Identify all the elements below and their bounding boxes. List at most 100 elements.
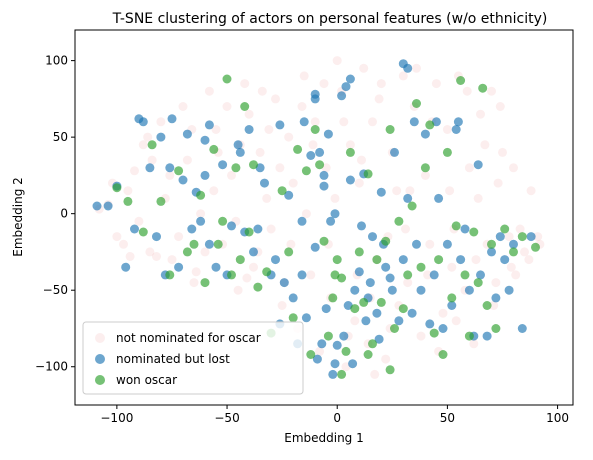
scatter-point bbox=[284, 132, 294, 142]
scatter-point bbox=[147, 140, 157, 150]
scatter-point bbox=[495, 102, 505, 111]
scatter-point bbox=[152, 252, 161, 261]
scatter-point bbox=[253, 224, 263, 234]
scatter-point bbox=[456, 255, 466, 265]
scatter-point bbox=[240, 79, 250, 89]
scatter-point bbox=[471, 255, 481, 265]
scatter-point bbox=[213, 239, 223, 249]
scatter-point bbox=[473, 193, 483, 203]
legend-marker bbox=[95, 354, 105, 364]
scatter-point bbox=[354, 178, 364, 188]
points-layer bbox=[92, 56, 545, 379]
scatter-point bbox=[423, 270, 433, 280]
scatter-point bbox=[447, 301, 457, 310]
scatter-point bbox=[372, 255, 382, 265]
scatter-point bbox=[438, 308, 448, 318]
scatter-point bbox=[182, 155, 192, 165]
scatter-point bbox=[500, 255, 510, 265]
scatter-point bbox=[319, 236, 329, 246]
scatter-point bbox=[310, 242, 320, 252]
scatter-point bbox=[464, 331, 474, 341]
scatter-point bbox=[350, 316, 360, 326]
scatter-point bbox=[211, 125, 221, 134]
scatter-point bbox=[385, 273, 395, 283]
legend-box bbox=[82, 321, 304, 395]
scatter-point bbox=[187, 224, 197, 234]
scatter-point bbox=[339, 117, 349, 127]
scatter-point bbox=[227, 270, 236, 280]
scatter-point bbox=[218, 216, 228, 226]
scatter-point bbox=[315, 147, 325, 157]
x-tick-label: 0 bbox=[333, 411, 341, 425]
scatter-point bbox=[511, 270, 521, 280]
scatter-point bbox=[191, 267, 201, 277]
scatter-point bbox=[359, 297, 369, 307]
scatter-point bbox=[174, 262, 184, 272]
scatter-point bbox=[310, 117, 320, 127]
scatter-point bbox=[517, 324, 527, 333]
scatter-point bbox=[407, 201, 417, 211]
scatter-point bbox=[493, 178, 503, 188]
scatter-point bbox=[469, 227, 479, 237]
scatter-point bbox=[354, 267, 364, 277]
scatter-point bbox=[434, 193, 444, 203]
scatter-point bbox=[524, 255, 534, 265]
scatter-point bbox=[319, 170, 329, 180]
scatter-point bbox=[301, 313, 311, 323]
scatter-point bbox=[398, 71, 408, 81]
scatter-point bbox=[498, 147, 507, 157]
scatter-point bbox=[315, 346, 325, 356]
scatter-point bbox=[277, 186, 287, 196]
scatter-point bbox=[204, 86, 214, 96]
scatter-point bbox=[489, 301, 499, 310]
scatter-point bbox=[235, 147, 245, 157]
legend-marker bbox=[95, 333, 105, 343]
scatter-point bbox=[284, 190, 294, 200]
scatter-point bbox=[244, 109, 254, 119]
scatter-point bbox=[462, 86, 472, 96]
x-tick-label: −100 bbox=[100, 411, 133, 425]
series-2-points bbox=[112, 74, 540, 379]
scatter-point bbox=[174, 232, 184, 242]
scatter-point bbox=[412, 99, 421, 108]
legend: not nominated for oscar nominated but los… bbox=[82, 321, 304, 395]
scatter-point bbox=[156, 117, 166, 127]
scatter-point bbox=[119, 239, 128, 249]
scatter-point bbox=[431, 79, 441, 89]
scatter-point bbox=[370, 369, 380, 379]
x-axis: −100 −50 0 50 100 bbox=[100, 405, 569, 425]
scatter-point bbox=[361, 316, 371, 326]
scatter-point bbox=[482, 331, 492, 341]
scatter-point bbox=[464, 285, 474, 295]
scatter-point bbox=[297, 216, 307, 226]
scatter-point bbox=[165, 163, 175, 173]
legend-label: won oscar bbox=[116, 373, 177, 387]
scatter-point bbox=[277, 301, 287, 310]
scatter-point bbox=[420, 170, 430, 180]
scatter-point bbox=[337, 369, 347, 379]
scatter-point bbox=[420, 163, 430, 173]
scatter-point bbox=[473, 278, 483, 288]
scatter-point bbox=[138, 140, 148, 150]
scatter-point bbox=[249, 262, 258, 272]
scatter-point bbox=[262, 193, 272, 203]
scatter-point bbox=[416, 262, 426, 272]
scatter-point bbox=[264, 125, 274, 134]
y-axis: −100 −50 0 50 100 bbox=[35, 54, 75, 374]
scatter-point bbox=[394, 316, 404, 326]
scatter-point bbox=[279, 278, 289, 288]
scatter-point bbox=[506, 262, 516, 272]
scatter-point bbox=[480, 140, 490, 150]
scatter-point bbox=[374, 334, 384, 344]
scatter-point bbox=[222, 102, 232, 111]
scatter-point bbox=[398, 255, 408, 265]
scatter-point bbox=[368, 339, 377, 349]
scatter-point bbox=[533, 232, 543, 242]
y-tick-label: 50 bbox=[53, 130, 68, 144]
scatter-point bbox=[125, 252, 135, 261]
scatter-point bbox=[255, 147, 265, 157]
scatter-point bbox=[405, 186, 415, 196]
scatter-point bbox=[200, 135, 210, 145]
scatter-point bbox=[517, 232, 527, 242]
scatter-point bbox=[442, 147, 452, 157]
